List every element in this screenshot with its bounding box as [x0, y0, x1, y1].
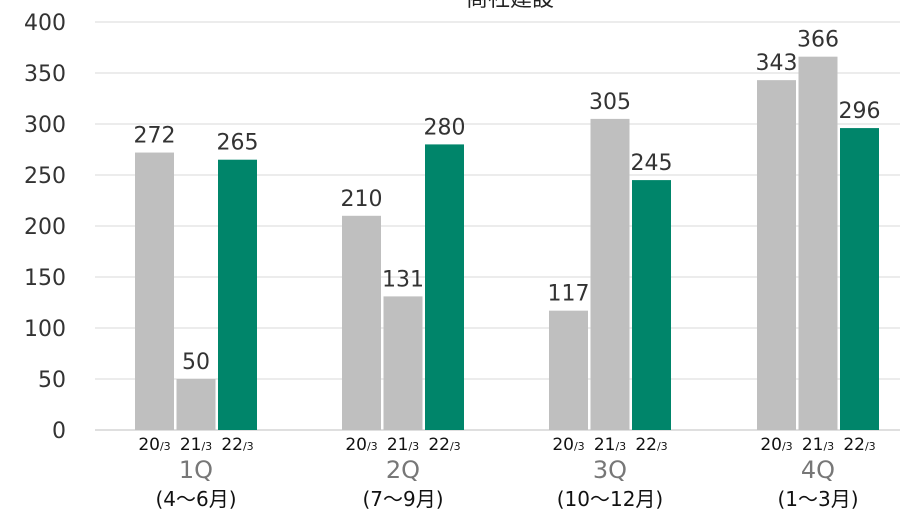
- data-label: 343: [756, 51, 798, 76]
- data-label: 117: [548, 282, 590, 307]
- y-tick-label: 300: [24, 113, 66, 138]
- quarter-label: 3Q: [593, 456, 627, 484]
- month-range-label: (1〜3月): [777, 487, 858, 511]
- y-tick-label: 50: [38, 368, 66, 393]
- y-tick-label: 350: [24, 62, 66, 87]
- period-label: 22/3: [428, 435, 460, 455]
- data-label: 280: [424, 115, 466, 140]
- bar: [218, 159, 257, 430]
- bar: [176, 379, 216, 430]
- period-label: 20/3: [345, 435, 377, 455]
- month-range-label: (7〜9月): [362, 487, 443, 511]
- period-label: 21/3: [594, 435, 626, 455]
- bar: [135, 152, 174, 430]
- bar: [590, 118, 630, 431]
- bar: [383, 296, 423, 430]
- period-label: 21/3: [387, 435, 419, 455]
- bar: [632, 180, 671, 430]
- data-label: 210: [341, 187, 383, 212]
- data-label: 265: [217, 131, 259, 156]
- bar: [757, 80, 796, 430]
- data-label: 272: [134, 124, 176, 149]
- bar: [425, 144, 464, 430]
- data-label: 131: [382, 267, 424, 292]
- period-label: 20/3: [760, 435, 792, 455]
- y-axis: 0 50 100 150 200 250 300 350 400: [24, 11, 66, 444]
- quarter-label: 4Q: [801, 456, 835, 484]
- y-tick-label: 200: [24, 215, 66, 240]
- bars: [135, 56, 879, 431]
- y-tick-label: 400: [24, 11, 66, 36]
- quarter-label: 2Q: [386, 456, 420, 484]
- period-label: 21/3: [180, 435, 212, 455]
- period-label: 20/3: [138, 435, 170, 455]
- period-label: 22/3: [843, 435, 875, 455]
- data-label: 366: [797, 28, 839, 53]
- bar: [840, 128, 879, 430]
- bar: [798, 56, 838, 431]
- x-axis: 20/3 21/3 22/3 1Q (4〜6月) 20/3 21/3 22/3 2Q (7〜9月)…: [138, 435, 875, 511]
- period-label: 20/3: [552, 435, 584, 455]
- chart-title: 商社建設: [466, 0, 554, 12]
- y-tick-label: 150: [24, 266, 66, 291]
- quarter-label: 1Q: [179, 456, 213, 484]
- bar: [549, 310, 588, 430]
- period-label: 22/3: [635, 435, 667, 455]
- y-tick-label: 250: [24, 164, 66, 189]
- period-label: 21/3: [802, 435, 834, 455]
- bar: [342, 215, 381, 430]
- y-tick-label: 100: [24, 317, 66, 342]
- data-label: 296: [839, 99, 881, 124]
- data-label: 305: [589, 90, 631, 115]
- data-label: 245: [631, 151, 673, 176]
- data-label: 50: [182, 350, 210, 375]
- month-range-label: (4〜6月): [155, 487, 236, 511]
- y-tick-label: 0: [52, 419, 66, 444]
- month-range-label: (10〜12月): [557, 487, 664, 511]
- period-label: 22/3: [221, 435, 253, 455]
